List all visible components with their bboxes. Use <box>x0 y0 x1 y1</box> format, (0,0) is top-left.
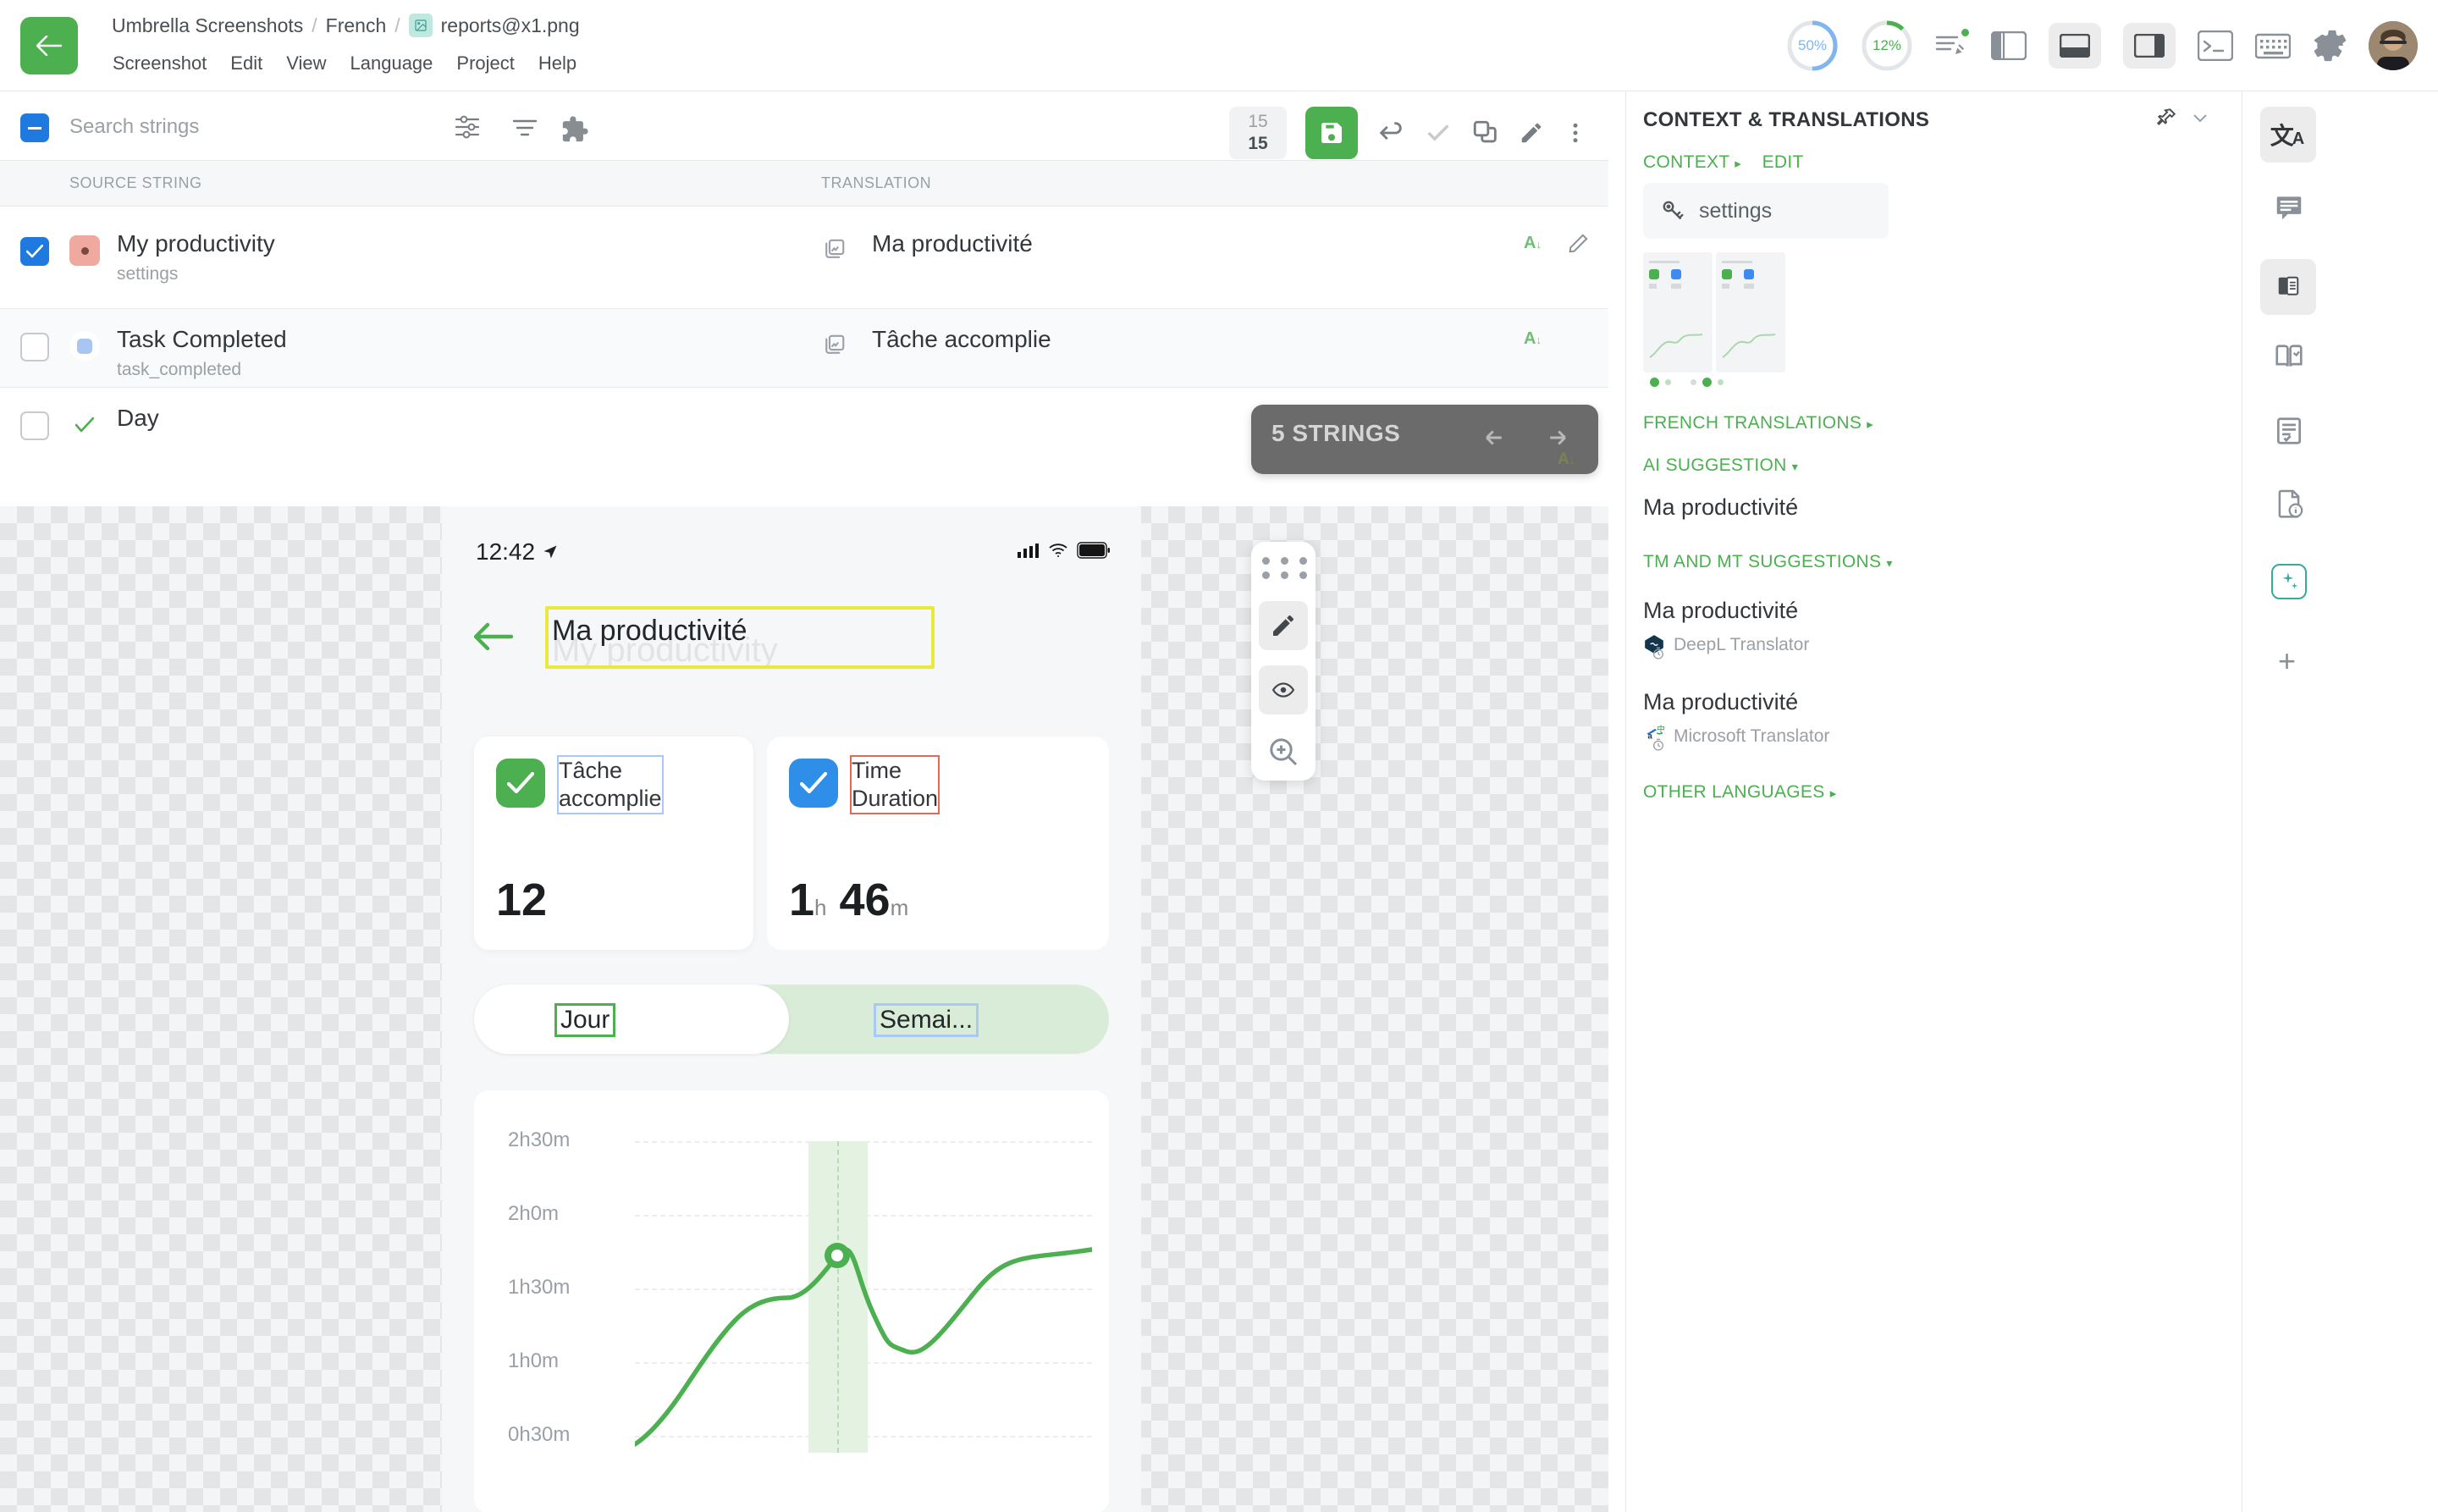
svg-text:中: 中 <box>1657 725 1665 735</box>
